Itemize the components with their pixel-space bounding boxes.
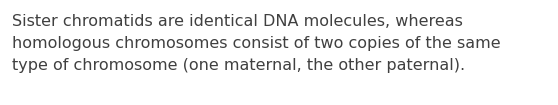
Text: type of chromosome (one maternal, the other paternal).: type of chromosome (one maternal, the ot… [12, 58, 465, 73]
Text: homologous chromosomes consist of two copies of the same: homologous chromosomes consist of two co… [12, 36, 501, 51]
Text: Sister chromatids are identical DNA molecules, whereas: Sister chromatids are identical DNA mole… [12, 14, 463, 29]
